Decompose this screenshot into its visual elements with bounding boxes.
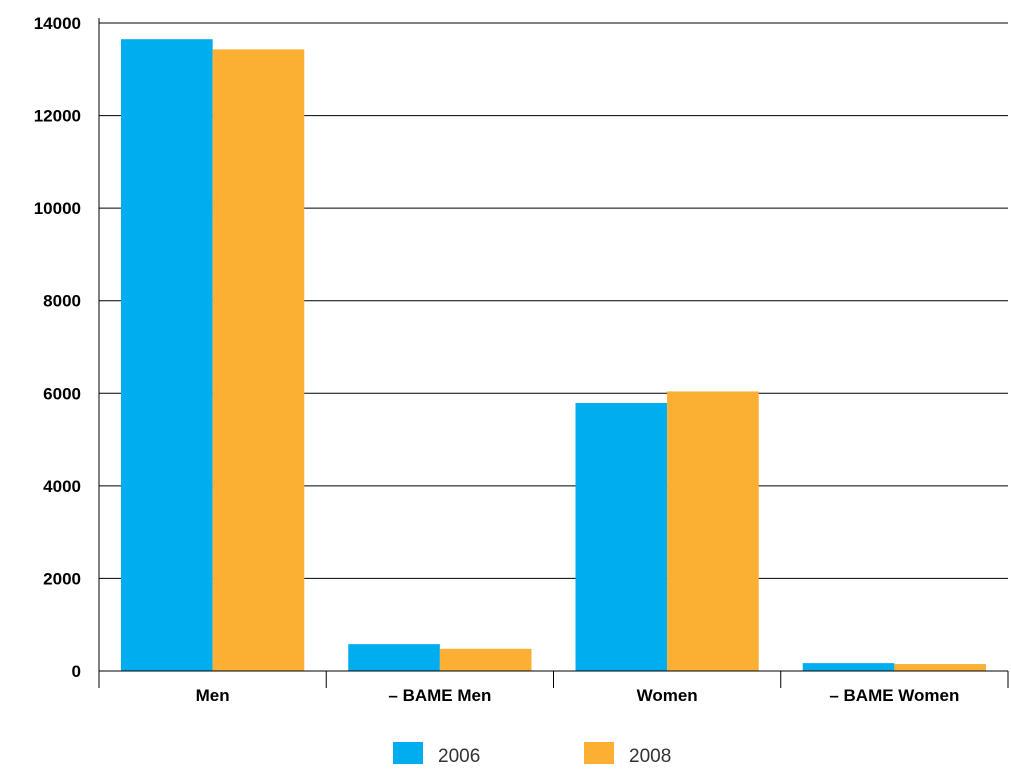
bar-2008-0 xyxy=(212,49,305,671)
y-tick-label: 0 xyxy=(72,662,81,681)
y-tick-label: 2000 xyxy=(43,569,81,588)
y-tick-label: 8000 xyxy=(43,292,81,311)
axes xyxy=(98,18,1009,688)
y-tick-label: 4000 xyxy=(43,477,81,496)
x-tick-label: Men xyxy=(196,686,230,705)
bar-2006-0 xyxy=(121,39,213,671)
bar-2006-2 xyxy=(575,403,668,671)
bar-2006-1 xyxy=(348,644,440,671)
y-tick-label: 6000 xyxy=(43,384,81,403)
bar-2008-3 xyxy=(894,664,986,671)
bar-2008-1 xyxy=(439,648,532,671)
y-tick-label: 12000 xyxy=(34,107,81,126)
legend-label-2006: 2006 xyxy=(438,746,480,765)
x-tick-label: – BAME Women xyxy=(829,686,959,705)
x-tick-labels: Men – BAME Men Women – BAME Women xyxy=(196,686,960,705)
y-tick-label: 10000 xyxy=(34,199,81,218)
legend-swatch-2006 xyxy=(393,742,423,764)
legend: 2006 2008 xyxy=(393,742,671,767)
bars xyxy=(121,39,986,671)
y-tick-labels: 0 2000 4000 6000 8000 10000 12000 14000 xyxy=(34,14,81,681)
legend-swatch-2008 xyxy=(584,742,614,764)
bar-2006-3 xyxy=(802,663,895,671)
y-tick-label: 14000 xyxy=(34,14,81,33)
x-tick-label: Women xyxy=(637,686,698,705)
x-tick-label: – BAME Men xyxy=(388,686,491,705)
bar-2008-2 xyxy=(667,391,759,671)
legend-label-2008: 2008 xyxy=(629,746,671,765)
